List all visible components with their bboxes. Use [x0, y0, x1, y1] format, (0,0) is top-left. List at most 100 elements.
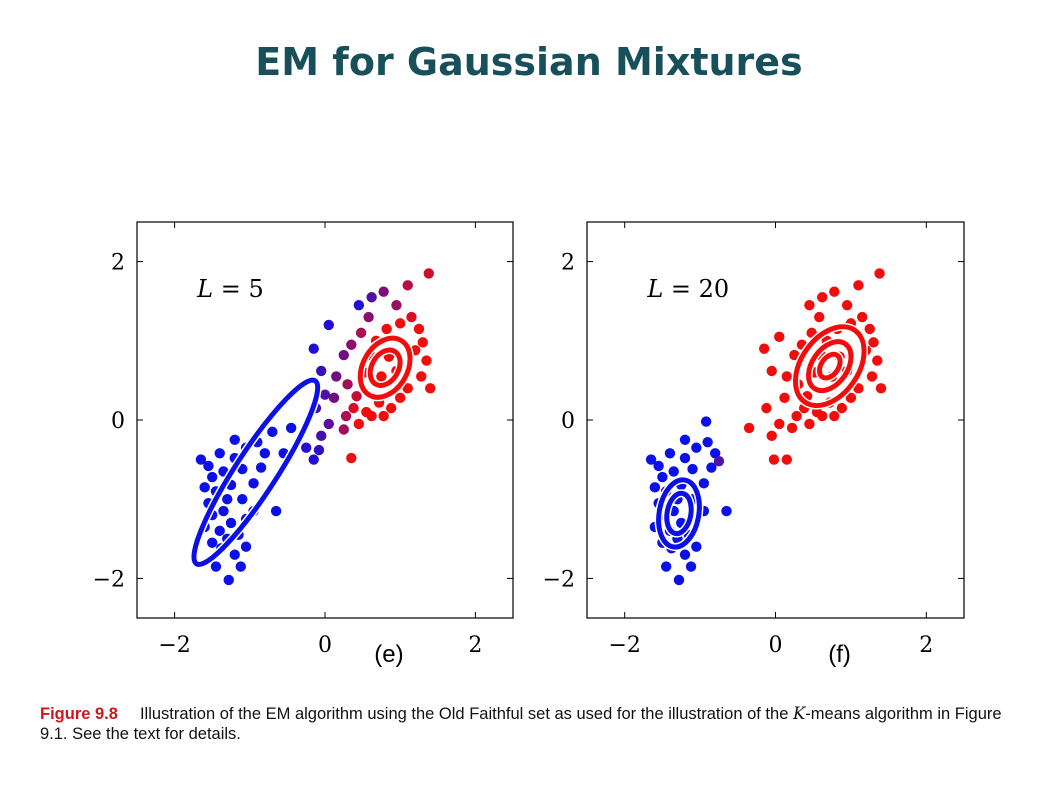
- data-point: [872, 355, 883, 366]
- data-point: [402, 383, 413, 394]
- data-point: [804, 418, 815, 430]
- x-tick-label: 2: [919, 633, 933, 658]
- data-point: [319, 389, 331, 400]
- data-point: [385, 402, 397, 414]
- data-point: [829, 286, 840, 297]
- data-point: [214, 448, 225, 459]
- data-point: [817, 410, 828, 422]
- data-point: [229, 549, 240, 560]
- data-point: [316, 430, 327, 442]
- data-point: [338, 349, 349, 361]
- data-point: [207, 471, 218, 483]
- data-point: [687, 463, 698, 475]
- data-point: [255, 462, 267, 473]
- x-tick-label: 0: [318, 633, 332, 658]
- data-point: [679, 434, 691, 445]
- data-point: [691, 442, 702, 453]
- data-point: [363, 311, 374, 323]
- y-tick-label: −2: [543, 567, 575, 592]
- data-point: [313, 444, 325, 456]
- data-point: [207, 537, 218, 548]
- gaussian-contour: [367, 347, 403, 388]
- data-point: [323, 319, 334, 331]
- iteration-label: L = 20: [646, 275, 729, 303]
- data-point: [366, 292, 377, 303]
- data-point: [774, 418, 785, 430]
- data-point: [342, 379, 353, 390]
- data-point: [237, 494, 248, 505]
- data-point: [866, 371, 878, 382]
- data-point: [395, 392, 406, 404]
- data-point: [706, 462, 717, 473]
- data-point: [664, 448, 676, 459]
- y-tick-label: 2: [111, 251, 125, 276]
- data-point: [829, 410, 840, 422]
- y-tick-label: 2: [561, 251, 575, 276]
- data-point: [285, 422, 297, 434]
- data-point: [267, 426, 278, 438]
- data-point: [657, 471, 668, 483]
- data-point: [743, 422, 755, 434]
- plot-frame: [136, 221, 514, 619]
- data-point: [768, 454, 780, 465]
- data-point: [235, 561, 246, 572]
- gaussian-contour: [357, 335, 413, 400]
- data-point: [270, 505, 282, 517]
- data-point: [210, 561, 222, 572]
- data-point: [355, 327, 367, 339]
- scatter-points: [645, 268, 887, 586]
- data-point: [841, 299, 853, 311]
- data-point: [645, 454, 657, 465]
- x-tick-label: 0: [769, 633, 783, 658]
- data-point: [679, 549, 691, 560]
- data-point: [328, 392, 340, 404]
- data-point: [713, 455, 725, 467]
- data-point: [789, 349, 800, 361]
- data-point: [781, 371, 793, 382]
- data-point: [668, 466, 679, 477]
- data-point: [804, 299, 815, 311]
- data-point: [308, 343, 319, 354]
- data-point: [836, 402, 848, 414]
- data-point: [700, 416, 712, 427]
- data-point: [203, 460, 214, 472]
- data-point: [348, 402, 359, 414]
- data-point: [218, 505, 229, 517]
- data-point: [353, 418, 365, 430]
- x-tick-label: 2: [468, 633, 482, 658]
- data-point: [779, 392, 790, 404]
- y-tick-label: 0: [561, 409, 575, 434]
- data-point: [709, 448, 721, 459]
- data-point: [406, 311, 417, 323]
- data-point: [758, 343, 770, 354]
- data-point: [346, 339, 357, 350]
- data-point: [685, 561, 697, 572]
- data-point: [229, 434, 240, 445]
- data-point: [338, 424, 349, 435]
- data-point: [766, 365, 777, 377]
- data-point: [868, 337, 879, 348]
- data-point: [653, 460, 664, 472]
- data-point: [351, 391, 362, 402]
- data-point: [308, 454, 319, 465]
- data-point: [761, 402, 772, 414]
- slide-title: EM for Gaussian Mixtures: [255, 40, 803, 84]
- data-point: [875, 383, 887, 394]
- data-point: [395, 318, 406, 329]
- data-point: [673, 574, 685, 586]
- x-tick-label: −2: [608, 633, 640, 658]
- data-point: [417, 337, 428, 348]
- data-point: [702, 436, 713, 448]
- caption-text-before: Illustration of the EM algorithm using t…: [139, 705, 789, 723]
- gaussian-contour: [806, 339, 854, 394]
- data-point: [423, 268, 434, 279]
- data-point: [378, 410, 389, 422]
- gaussian-contour: [656, 477, 702, 550]
- data-point: [222, 494, 233, 505]
- data-point: [378, 286, 389, 297]
- data-point: [781, 454, 793, 465]
- data-point: [323, 418, 334, 430]
- data-point: [691, 541, 702, 552]
- panel-label: (e): [374, 641, 403, 668]
- data-point: [346, 452, 357, 464]
